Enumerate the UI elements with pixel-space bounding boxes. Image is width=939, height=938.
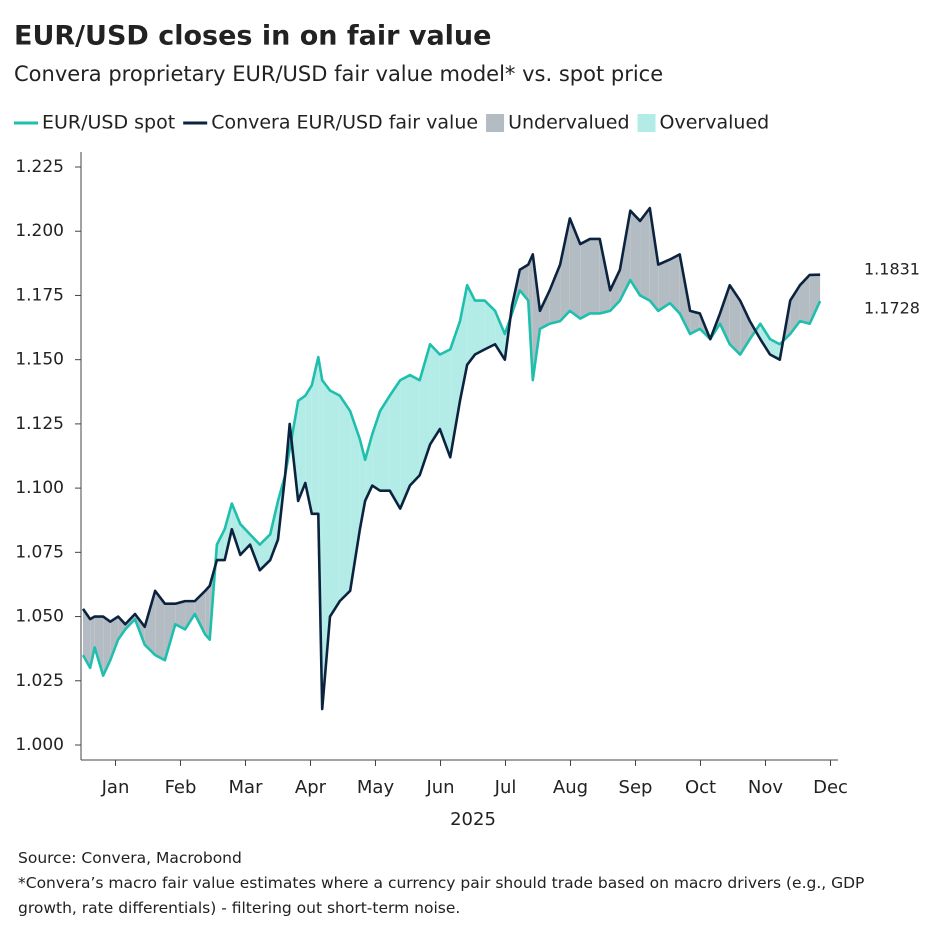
x-tick-label: Jun: [425, 777, 454, 798]
value-gap-area: [185, 601, 195, 630]
value-gap-area: [690, 310, 700, 334]
value-gap-area: [409, 375, 420, 486]
source: Source: Convera, Macrobond: [18, 849, 242, 867]
value-gap-area: [569, 218, 581, 319]
y-tick-label: 1.125: [15, 414, 64, 434]
value-gap-area: [144, 590, 156, 656]
value-gap-area: [350, 411, 360, 591]
value-gap-area: [799, 274, 810, 324]
value-gap-area: [580, 238, 590, 319]
series-line: [81, 206, 821, 711]
chart: EUR/USD closes in on fair value Convera …: [14, 21, 920, 830]
value-gap-area: [590, 238, 600, 314]
legend-swatch: [486, 114, 505, 132]
legend-label: EUR/USD spot: [42, 112, 175, 134]
x-tick-label: Dec: [813, 777, 848, 798]
value-gap-area: [110, 616, 119, 661]
end-value-label: 1.1831: [864, 260, 920, 279]
x-tick-label: Mar: [229, 777, 264, 798]
value-gap-area: [305, 385, 312, 514]
legend-swatch: [637, 114, 656, 132]
series-line: [81, 278, 822, 677]
x-tick-label: Feb: [165, 777, 197, 798]
value-gap-area: [155, 590, 165, 661]
legend-label: Convera EUR/USD fair value: [211, 112, 478, 134]
value-gap-area: [380, 395, 390, 491]
value-gap-area: [400, 375, 410, 509]
value-gap-area: [389, 380, 401, 509]
value-gap-area: [164, 603, 176, 661]
value-gap-area: [118, 616, 126, 640]
value-gap-area: [640, 208, 650, 301]
x-tick-label: Aug: [553, 777, 588, 798]
value-gap-area: [450, 321, 460, 458]
value-gap-area: [311, 357, 319, 514]
value-gap-area: [619, 210, 631, 301]
footnote: *Convera’s macro fair value estimates wh…: [18, 874, 865, 917]
chart-subtitle: Convera proprietary EUR/USD fair value m…: [14, 62, 663, 86]
value-gap-area: [484, 300, 496, 350]
x-tick-label: Jul: [494, 777, 517, 798]
y-tick-label: 1.025: [15, 671, 64, 691]
value-gap-area: [532, 254, 540, 381]
value-gap-area: [649, 208, 659, 311]
value-gap-area: [175, 601, 186, 630]
y-tick-label: 1.100: [15, 478, 64, 498]
y-tick-label: 1.075: [15, 542, 64, 562]
x-tick-label: Jan: [101, 777, 130, 798]
value-gap-area: [270, 500, 278, 561]
value-gap-area: [669, 254, 680, 314]
y-tick-label: 1.050: [15, 607, 64, 627]
value-gap-area: [430, 344, 440, 445]
value-gap-area: [474, 300, 485, 355]
value-gap-area: [760, 323, 771, 355]
value-gap-area: [216, 529, 225, 561]
y-tick-label: 1.200: [15, 221, 64, 241]
legend-label: Overvalued: [660, 112, 770, 134]
x-tick-label: Apr: [295, 777, 327, 798]
legend-label: Undervalued: [508, 112, 629, 134]
value-gap-area: [224, 503, 232, 561]
x-tick-label: Nov: [748, 777, 783, 798]
value-gap-area: [809, 274, 821, 324]
x-axis-label: 2025: [450, 809, 496, 830]
value-gap-area: [103, 616, 111, 676]
value-gap-area: [330, 390, 340, 617]
value-gap-area: [298, 395, 306, 501]
value-gap-area: [94, 616, 104, 676]
value-gap-area: [83, 608, 91, 668]
x-tick-label: Sep: [619, 777, 653, 798]
value-gap-area: [194, 590, 206, 635]
value-gap-area: [560, 218, 570, 322]
value-gap-area: [419, 344, 431, 476]
footer: Source: Convera, Macrobond *Convera’s ma…: [18, 846, 908, 921]
value-gap-area: [90, 616, 95, 668]
value-gap-area: [729, 285, 741, 355]
y-tick-label: 1.150: [15, 350, 64, 370]
value-gap-area: [539, 290, 550, 329]
value-gap-area: [205, 585, 210, 640]
value-gap-area: [720, 285, 730, 345]
y-tick-label: 1.175: [15, 285, 64, 305]
value-gap-area: [549, 264, 561, 324]
end-value-label: 1.1728: [864, 299, 920, 318]
value-gap-area: [658, 259, 670, 311]
value-gap-area: [630, 210, 641, 296]
y-tick-label: 1.225: [15, 157, 64, 177]
value-gap-area: [467, 285, 475, 365]
chart-title: EUR/USD closes in on fair value: [14, 21, 491, 52]
value-gap-area: [439, 349, 451, 458]
value-gap-area: [610, 269, 620, 311]
value-gap-area: [365, 434, 373, 501]
value-gap-area: [339, 395, 351, 602]
value-gap-area: [231, 503, 241, 555]
x-tick-label: Oct: [685, 777, 716, 798]
x-tick-label: May: [357, 777, 395, 798]
y-tick-label: 1.000: [15, 735, 64, 755]
